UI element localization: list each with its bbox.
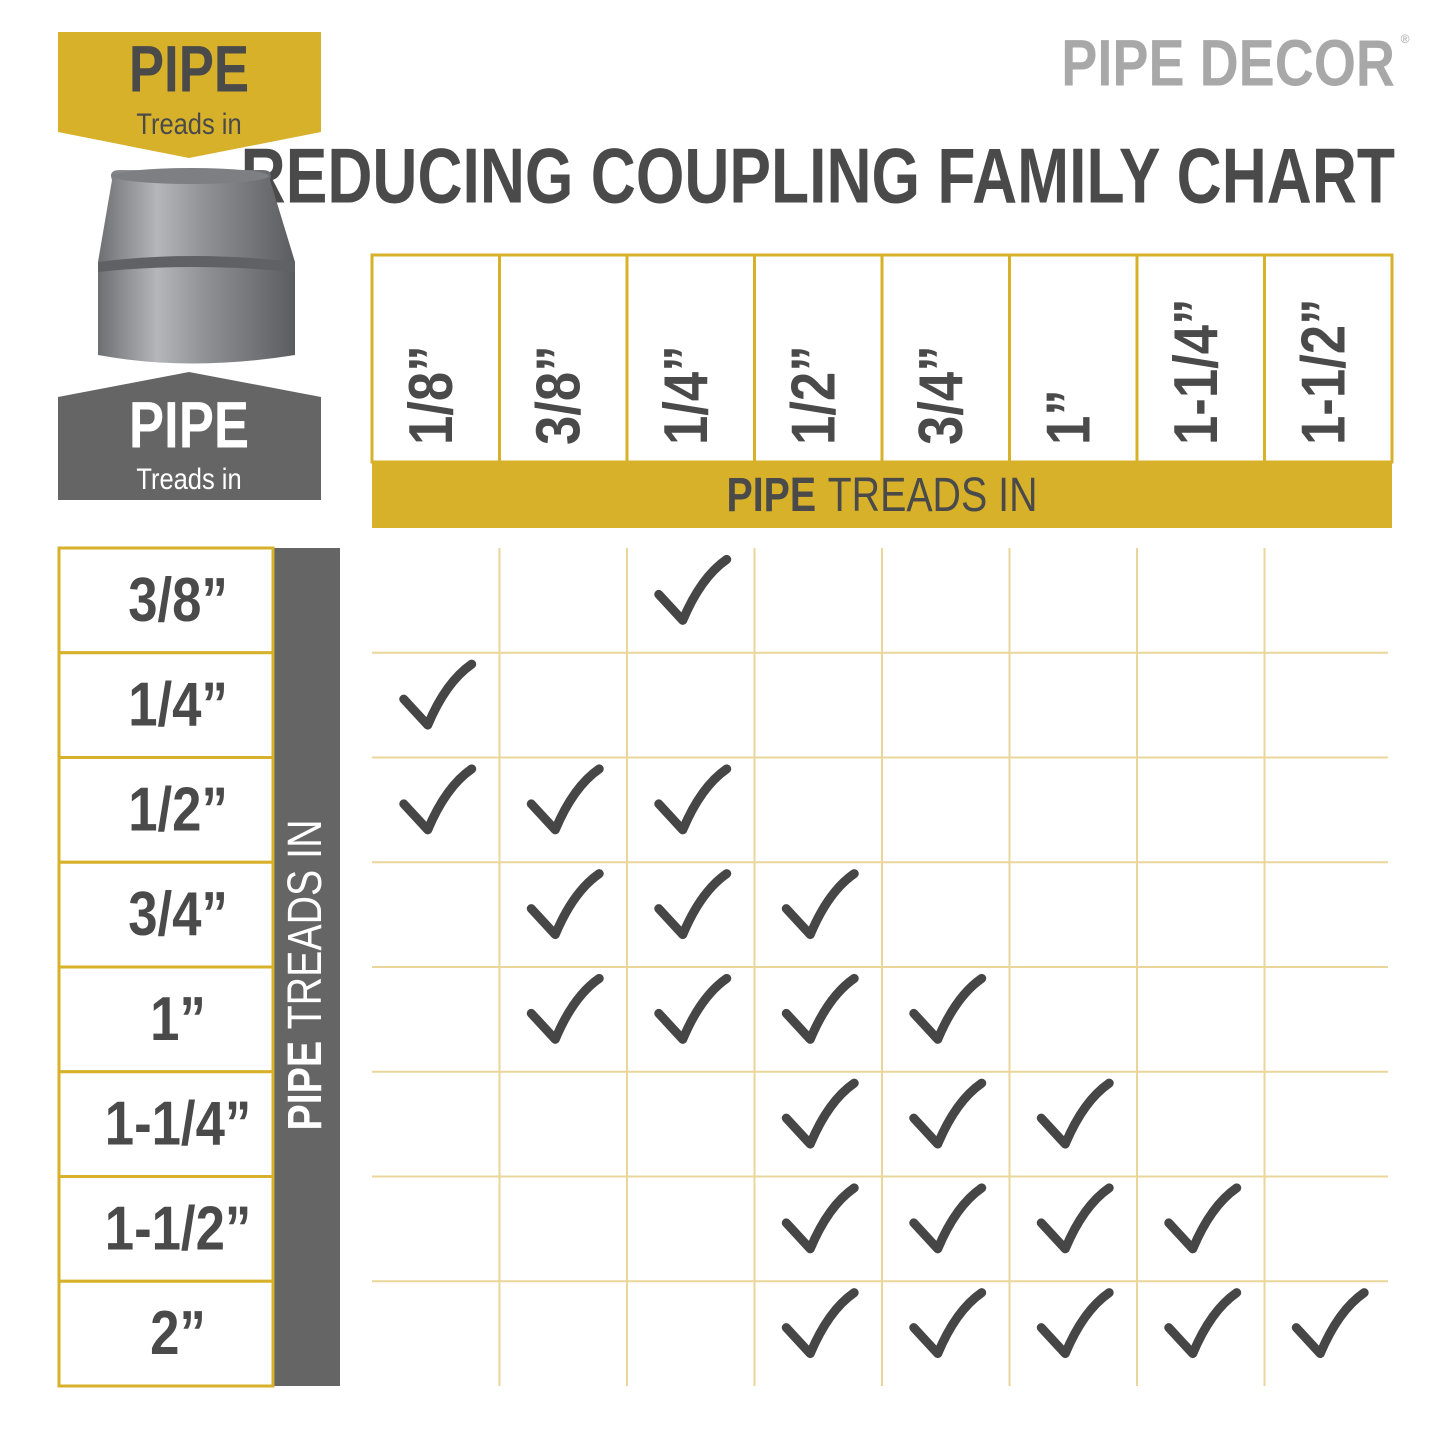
top-badge-sub: Treads in [136,107,241,140]
check-mark [909,1288,987,1359]
check-mark [909,1078,987,1149]
check-mark [1164,1288,1242,1359]
top-badge-title: PIPE [129,32,249,106]
check-mark [399,659,477,730]
column-header-label: 1/2” [780,345,849,445]
check-mark [526,869,604,940]
column-caption-band [372,462,1392,528]
brand-name: PIPE DECOR [1061,25,1395,99]
column-caption-bold: PIPE [727,468,817,522]
bottom-badge-title: PIPE [129,388,249,462]
check-mark [1164,1183,1242,1254]
check-mark [781,869,859,940]
check-mark [1036,1288,1114,1359]
column-header-cell [880,253,1011,464]
column-caption-rest: TREADS IN [828,468,1038,522]
chart-title: REDUCING COUPLING FAMILY CHART [241,132,1395,219]
check-mark [909,973,987,1044]
row-caption: PIPE TREADS IN [278,820,332,1131]
check-mark [1036,1078,1114,1149]
row-header-label: 2” [150,1299,206,1368]
check-mark [781,973,859,1044]
check-mark [1291,1288,1369,1359]
row-caption-band [273,548,340,1386]
row-header-label: 1/4” [128,671,228,740]
column-header-label: 1/8” [397,345,466,445]
check-mark [909,1183,987,1254]
row-header-label: 1-1/2” [105,1194,251,1263]
row-header-cell [57,965,275,1074]
check-mark [781,1078,859,1149]
bottom-badge [58,372,321,500]
column-header-label: 1-1/4” [1162,299,1231,445]
check-mark [654,764,732,835]
column-header-cell [1135,253,1266,464]
top-badge [58,32,321,158]
row-header-cell [57,756,275,864]
check-mark [781,1183,859,1254]
row-header-label: 1/2” [128,775,228,844]
row-header-cell [57,546,275,655]
check-mark [654,554,732,625]
row-header-label: 1” [150,985,206,1054]
column-header-label: 1-1/2” [1290,299,1359,445]
check-mark [654,869,732,940]
row-header-label: 3/8” [128,566,228,635]
check-mark [399,764,477,835]
column-header-label: 3/8” [525,345,594,445]
check-mark [1036,1183,1114,1254]
grid-area: 1/8” 3/8” 1/4” 1/2” 3/4” 1” 1-1/4” 1-1/2” 3/8” 1/… [57,253,1394,1388]
check-mark [526,764,604,835]
row-header-label: 3/4” [128,880,228,949]
brand-mark: ® [1401,32,1410,46]
column-header-cell [625,253,756,464]
row-header-cell [57,651,275,759]
row-header-cell [57,1279,275,1388]
row-header-cell [57,1175,275,1283]
row-header-label: 1-1/4” [105,1090,251,1159]
column-header-label: 3/4” [907,345,976,445]
check-mark [781,1288,859,1359]
row-caption-rest: TREADS IN [278,820,332,1030]
column-header-cell [1263,253,1394,464]
column-header-label: 1” [1035,389,1104,445]
check-mark [526,973,604,1044]
row-header-cell [57,860,275,969]
column-header-label: 1/4” [652,345,721,445]
check-mark [654,973,732,1044]
column-header-cell [370,253,501,464]
row-caption-bold: PIPE [278,1041,332,1131]
bottom-badge-sub: Treads in [136,462,241,495]
column-caption: PIPE TREADS IN [727,468,1038,522]
coupling-image [98,168,295,364]
